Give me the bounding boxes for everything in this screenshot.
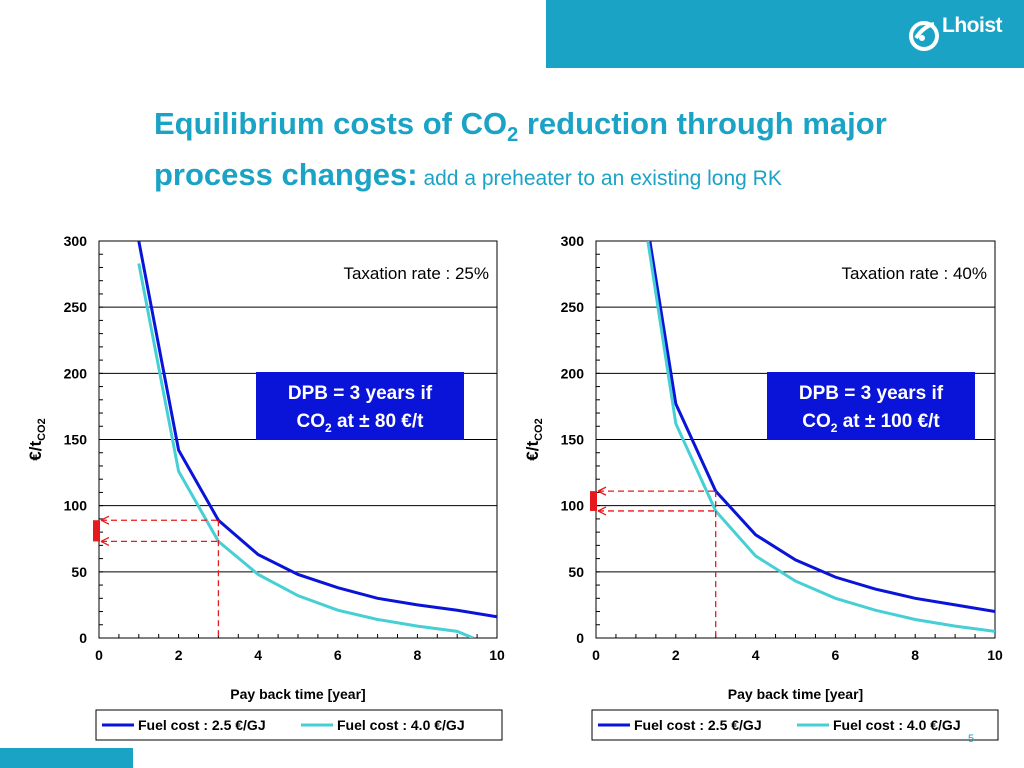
legend-box [95, 709, 503, 741]
dpb-box [767, 372, 975, 440]
legend-label-2: Fuel cost : 4.0 €/GJ [833, 717, 961, 733]
y-axis-label-sub: CO2 [533, 418, 545, 441]
y-tick-label: 150 [561, 432, 585, 448]
y-tick-label: 100 [561, 498, 585, 514]
legend-label-1: Fuel cost : 2.5 €/GJ [634, 717, 762, 733]
x-tick-label: 8 [911, 647, 919, 663]
footer-band [0, 748, 133, 768]
x-tick-label: 10 [987, 647, 1003, 663]
series-line-1 [648, 241, 995, 614]
y-tick-label: 150 [64, 432, 88, 448]
arrow-head [597, 486, 607, 496]
arrow-head [597, 506, 607, 516]
arrow-head [100, 536, 110, 546]
series-line-2 [646, 241, 995, 633]
header-band [546, 0, 1024, 68]
legend-label-2: Fuel cost : 4.0 €/GJ [337, 717, 465, 733]
title-part: process changes: [154, 157, 418, 193]
y-tick-label: 50 [71, 564, 87, 580]
series-group [646, 241, 995, 633]
series-line-2 [137, 263, 474, 638]
chart-taxation-25: 0 50 100 150 200 250 300 0 2 4 6 8 10 Pay back time [… [26, 233, 505, 741]
title-subtitle: add a preheater to an existing long RK [417, 167, 782, 191]
x-tick-label: 0 [592, 647, 600, 663]
y-axis-label-main: €/t [26, 441, 45, 461]
y-tick-label: 0 [79, 630, 87, 646]
y-tick-label: 200 [561, 365, 585, 381]
legend-label-1: Fuel cost : 2.5 €/GJ [138, 717, 266, 733]
x-tick-label: 8 [414, 647, 422, 663]
y-axis-label: €/tCO2 [26, 418, 48, 460]
plot-area [595, 240, 996, 639]
x-tick-label: 10 [489, 647, 505, 663]
title-part: reduction through major [518, 106, 887, 141]
arrow-head [100, 515, 110, 525]
legend-box [591, 709, 999, 741]
dpb-box-line2: CO2 at ± 100 €/t [802, 411, 940, 435]
lhoist-logo-icon [909, 21, 939, 51]
dpb-box-line2: CO2 at ± 80 €/t [297, 411, 425, 435]
y-tick-label: 250 [561, 299, 585, 315]
y-axis-label-sub: CO2 [36, 418, 48, 441]
x-tick-label: 0 [95, 647, 103, 663]
dpb-box [256, 372, 464, 440]
y-tick-label: 300 [561, 233, 585, 249]
x-tick-label: 6 [832, 647, 840, 663]
x-tick-label: 2 [672, 647, 680, 663]
series-group [137, 241, 497, 638]
taxation-rate-label: Taxation rate : 40% [841, 264, 987, 283]
logo-text: Lhoist [942, 14, 1003, 37]
taxation-rate-label: Taxation rate : 25% [343, 264, 489, 283]
y-tick-label: 300 [64, 233, 88, 249]
plot-area [98, 240, 498, 639]
dpb-box-line2-b: at ± 100 €/t [837, 411, 940, 432]
page-number: 5 [968, 733, 975, 745]
x-axis-label: Pay back time [year] [230, 686, 365, 702]
y-axis-label: €/tCO2 [523, 418, 545, 460]
slide-title: Equilibrium costs of CO2 reduction throu… [154, 104, 994, 199]
cost-range-marker [93, 520, 100, 542]
chart-taxation-40: 0 50 100 150 200 250 300 0 2 4 6 8 10 Pay back time [… [523, 233, 1003, 741]
y-tick-label: 200 [64, 365, 88, 381]
dpb-box-line2-b: at ± 80 €/t [332, 411, 424, 432]
x-tick-label: 4 [752, 647, 760, 663]
y-tick-label: 250 [64, 299, 88, 315]
x-tick-label: 4 [254, 647, 262, 663]
x-tick-label: 2 [175, 647, 183, 663]
dpb-box-line2-sub: 2 [325, 421, 332, 435]
y-axis-label-main: €/t [523, 441, 542, 461]
dpb-box-line2-a: CO [297, 411, 326, 432]
dpb-box-line2-a: CO [802, 411, 831, 432]
dpb-box-line1: DPB = 3 years if [288, 383, 433, 404]
y-tick-label: 100 [64, 498, 88, 514]
y-tick-label: 0 [576, 630, 584, 646]
y-tick-label: 50 [568, 564, 584, 580]
x-tick-label: 6 [334, 647, 342, 663]
x-axis-label: Pay back time [year] [728, 686, 863, 702]
dpb-box-line1: DPB = 3 years if [799, 383, 944, 404]
series-line-1 [137, 241, 497, 619]
title-subscript: 2 [507, 124, 519, 147]
dpb-box-line2-sub: 2 [831, 421, 838, 435]
title-part: Equilibrium costs of CO [154, 106, 508, 141]
cost-range-marker [590, 491, 597, 511]
